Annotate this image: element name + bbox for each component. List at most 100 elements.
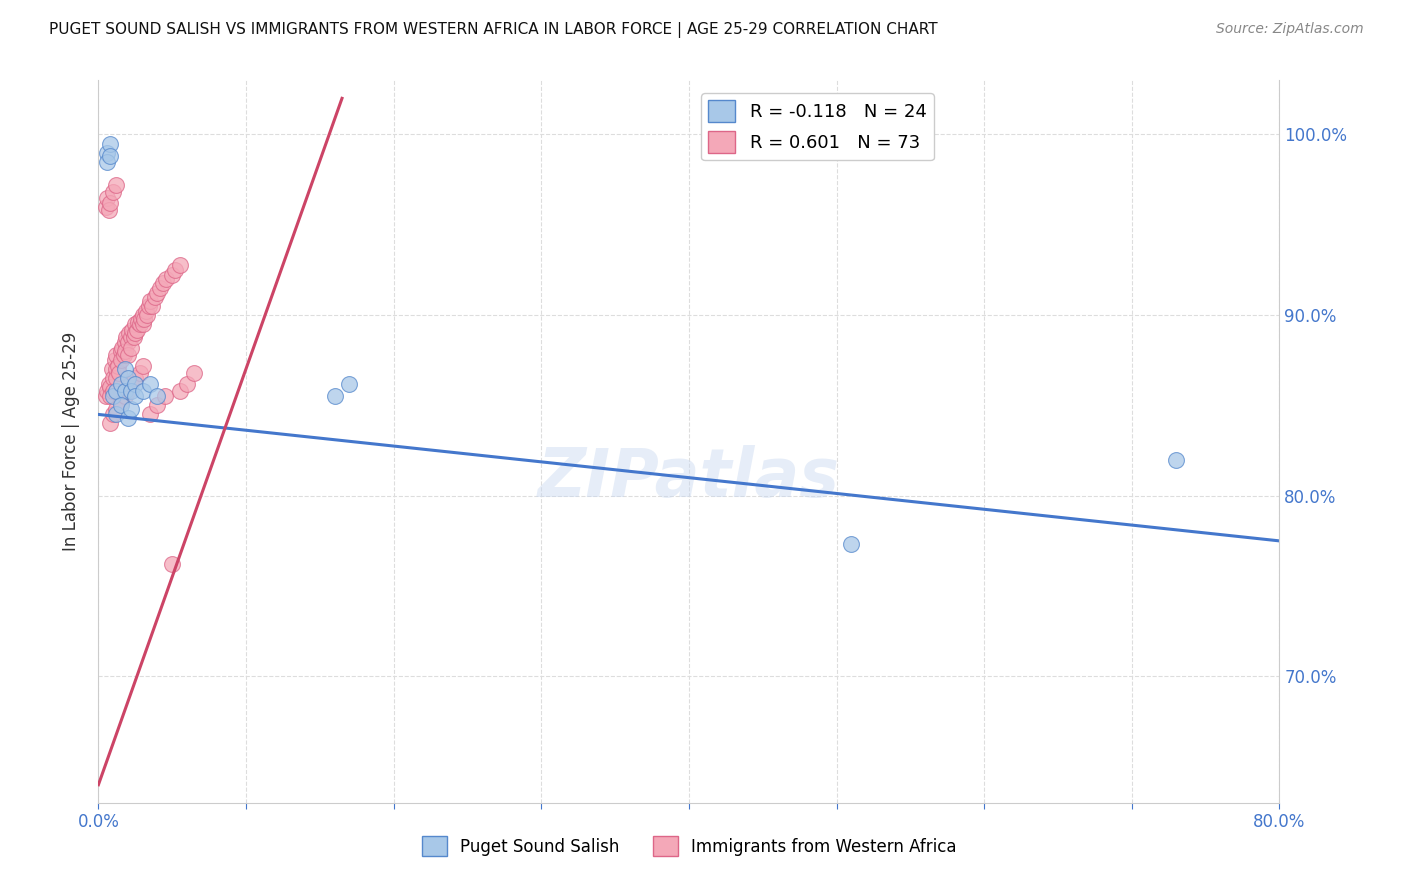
Point [841,537,863,551]
Point [139,376,162,391]
Point [135,304,157,318]
Point [138,299,160,313]
Point [132,317,155,331]
Point [162,558,183,572]
Point [114,389,136,403]
Point [96,145,118,160]
Point [141,299,163,313]
Point [108,366,131,380]
Point [143,290,166,304]
Point [149,281,172,295]
Point [339,376,361,391]
Point [117,348,139,362]
Point [165,263,187,277]
Point [129,311,152,326]
Point [105,384,128,398]
Point [132,384,155,398]
Point [124,376,146,391]
Point [139,408,162,422]
Point [103,384,125,398]
Point [323,389,346,403]
Point [120,384,142,398]
Point [105,178,128,192]
Point [96,154,118,169]
Point [105,402,128,417]
Point [110,344,132,359]
Point [169,258,191,272]
Point [110,353,132,368]
Point [146,389,169,403]
Point [110,376,132,391]
Point [169,384,191,398]
Point [94,389,117,403]
Point [117,411,139,425]
Point [118,326,141,340]
Point [94,200,117,214]
Point [117,371,139,385]
Point [103,408,125,422]
Point [121,322,143,336]
Point [124,317,146,331]
Y-axis label: In Labor Force | Age 25-29: In Labor Force | Age 25-29 [62,332,80,551]
Point [117,384,139,398]
Text: ZIPatlas: ZIPatlas [538,445,839,510]
Point [98,196,121,211]
Point [114,362,136,376]
Point [146,286,169,301]
Point [115,330,138,344]
Point [162,268,183,283]
Point [152,276,174,290]
Point [103,389,125,403]
Point [155,272,177,286]
Point [105,362,128,376]
Point [98,149,121,163]
Point [110,398,132,412]
Point [114,335,136,350]
Point [98,417,121,431]
Point [117,335,139,350]
Point [120,341,142,355]
Point [128,317,150,331]
Point [97,376,120,391]
Point [120,402,142,417]
Point [120,330,142,344]
Point [103,371,125,385]
Point [132,359,155,373]
Point [104,353,127,368]
Point [124,326,146,340]
Point [132,308,155,322]
Point [125,322,148,336]
Point [110,394,132,409]
Point [128,366,150,380]
Point [112,348,135,362]
Point [97,203,120,218]
Point [124,389,146,403]
Point [114,344,136,359]
Point [98,389,121,403]
Point [120,376,142,391]
Point [107,359,129,373]
Point [98,136,121,151]
Point [134,311,156,326]
Point [103,186,125,200]
Point [176,376,198,391]
Legend: Puget Sound Salish, Immigrants from Western Africa: Puget Sound Salish, Immigrants from West… [415,830,963,863]
Point [153,389,176,403]
Point [122,330,145,344]
Text: Source: ZipAtlas.com: Source: ZipAtlas.com [1216,22,1364,37]
Point [136,308,159,322]
Point [98,380,121,394]
Point [114,384,136,398]
Point [1166,452,1188,467]
Point [127,315,149,329]
Point [105,348,128,362]
Point [105,408,128,422]
Point [111,341,134,355]
Point [100,362,122,376]
Point [146,398,169,412]
Text: PUGET SOUND SALISH VS IMMIGRANTS FROM WESTERN AFRICA IN LABOR FORCE | AGE 25-29 : PUGET SOUND SALISH VS IMMIGRANTS FROM WE… [49,22,938,38]
Point [183,366,205,380]
Point [139,293,162,308]
Point [105,371,128,385]
Point [124,371,146,385]
